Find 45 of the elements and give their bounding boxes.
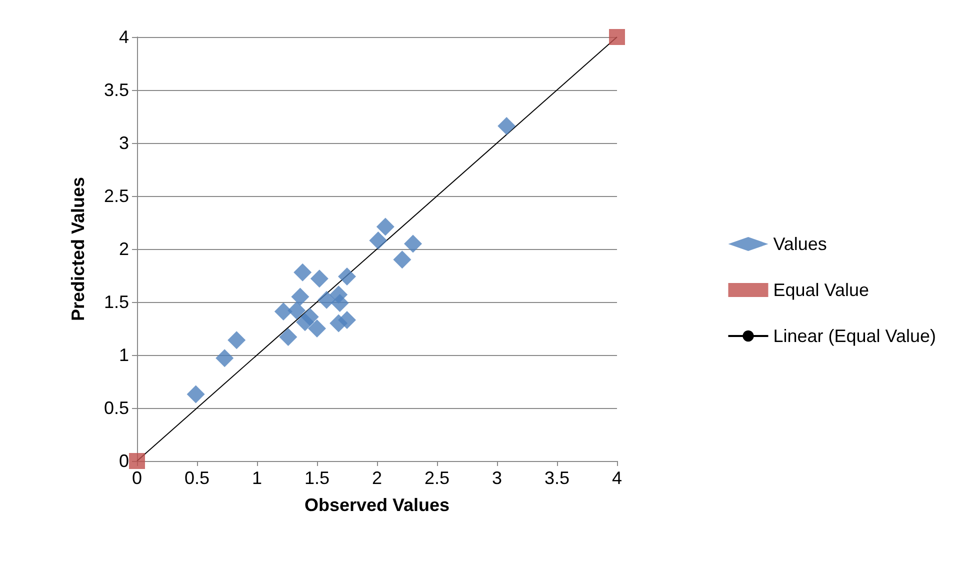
x-axis-title: Observed Values <box>304 495 450 515</box>
point <box>338 311 356 330</box>
point <box>376 218 394 236</box>
x-tick-label: 2 <box>372 468 382 488</box>
y-tick-label: 1.5 <box>104 292 129 312</box>
x-tick-label: 2.5 <box>424 468 450 488</box>
point <box>274 302 292 321</box>
x-tick-label: 1.5 <box>304 468 330 488</box>
y-axis-title: Predicted Values <box>68 176 88 322</box>
point <box>404 234 422 253</box>
x-tick-label: 0 <box>132 468 142 488</box>
y-tick-label: 3 <box>118 133 129 153</box>
point <box>609 29 625 45</box>
y-tick-label: 0 <box>118 451 129 471</box>
y-tick-label: 3.5 <box>104 80 129 100</box>
point <box>216 349 234 368</box>
x-tick-label: 0.5 <box>184 468 210 488</box>
point <box>296 313 314 332</box>
legend-label: Equal Value <box>773 280 869 300</box>
point <box>330 294 349 312</box>
point <box>393 250 412 269</box>
y-tick-label: 2 <box>118 239 129 259</box>
point <box>228 331 246 350</box>
point <box>294 263 312 282</box>
x-tick-label: 3 <box>492 468 502 488</box>
point <box>310 270 328 288</box>
x-tick-label: 4 <box>612 468 622 488</box>
y-tick-label: 4 <box>118 27 129 47</box>
point <box>498 117 516 136</box>
legend-label: Values <box>773 234 827 254</box>
point <box>318 290 336 309</box>
point <box>288 301 306 320</box>
y-tick-label: 2.5 <box>104 186 129 206</box>
y-tick-label: 1 <box>118 345 129 365</box>
legend-label: Linear (Equal Value) <box>773 326 936 346</box>
point <box>308 320 326 338</box>
point <box>279 328 298 346</box>
point <box>369 232 388 250</box>
x-tick-label: 3.5 <box>544 468 570 488</box>
point <box>338 268 356 286</box>
point <box>129 453 145 469</box>
y-tick-label: 0.5 <box>104 398 129 418</box>
point <box>186 385 205 404</box>
x-tick-label: 1 <box>252 468 262 488</box>
point <box>291 288 310 306</box>
